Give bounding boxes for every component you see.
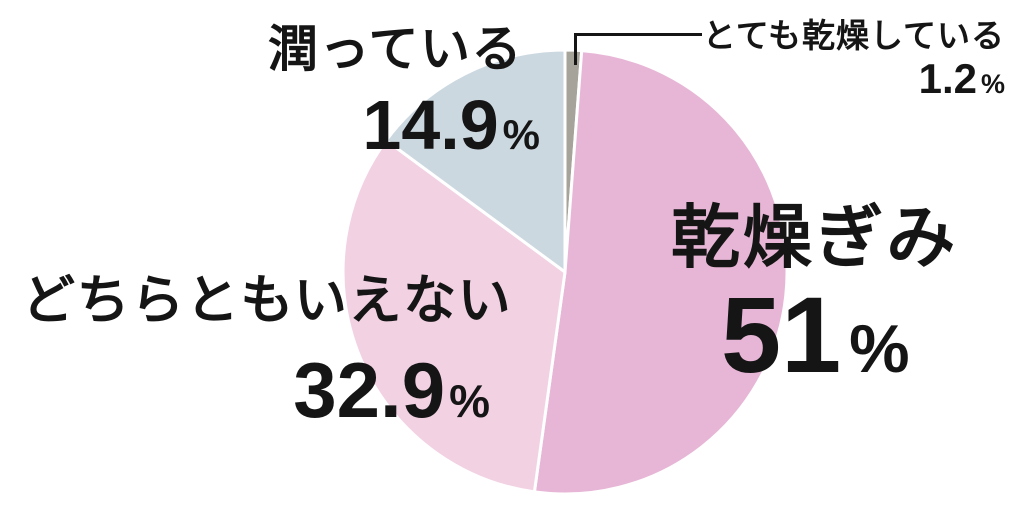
percent-sign: % bbox=[980, 69, 1005, 99]
slice-value-number: 14.9 bbox=[362, 86, 499, 164]
slice-value-number: 51 bbox=[721, 274, 842, 395]
slice-value-neither: 32.9% bbox=[293, 351, 490, 429]
pie-chart bbox=[340, 47, 790, 497]
callout-leader-line-horizontal bbox=[574, 33, 702, 36]
slice-label-very-dry: とても乾燥している bbox=[702, 17, 1005, 54]
pie-slice-2 bbox=[341, 138, 567, 494]
pie-slice-3 bbox=[384, 48, 567, 274]
percent-sign: % bbox=[449, 375, 490, 427]
pie-slice-1 bbox=[532, 49, 789, 496]
slice-value-moist: 14.9% bbox=[362, 90, 540, 160]
slice-label-moist: 潤っている bbox=[268, 21, 523, 77]
percent-sign: % bbox=[502, 111, 540, 158]
callout-leader-line-vertical bbox=[574, 33, 577, 65]
pie-chart-svg bbox=[341, 48, 789, 496]
slice-label-neither: どちらともいえない bbox=[22, 271, 513, 330]
slice-value-very-dry: 1.2% bbox=[919, 58, 1005, 100]
slice-value-dry: 51% bbox=[721, 281, 910, 389]
percent-sign: % bbox=[849, 311, 910, 387]
slice-value-number: 32.9 bbox=[293, 346, 446, 434]
slice-label-dry: 乾燥ぎみ bbox=[671, 199, 959, 276]
slice-value-number: 1.2 bbox=[918, 55, 977, 102]
